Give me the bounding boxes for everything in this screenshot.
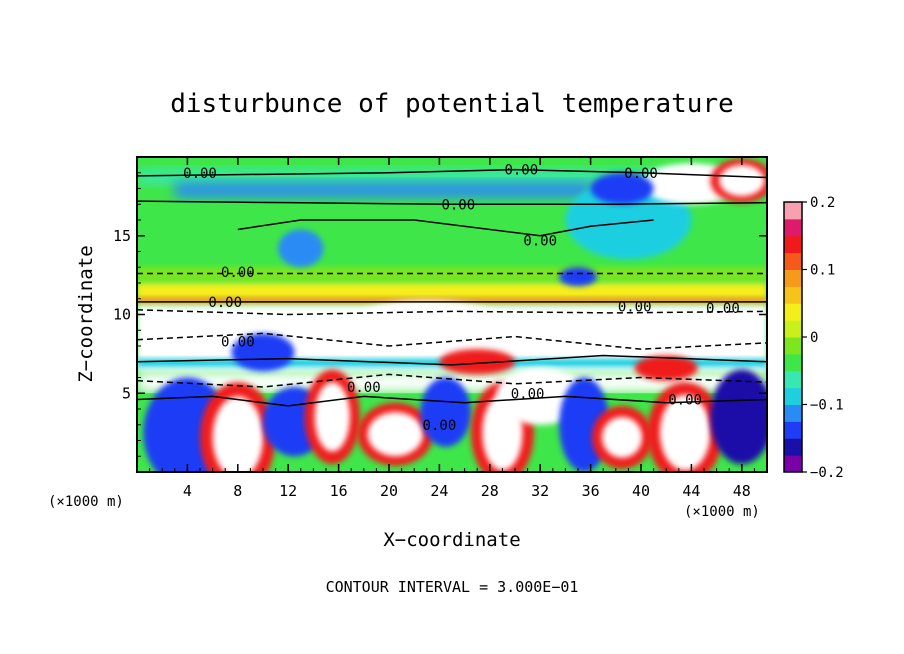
contour-line-7 — [137, 354, 767, 366]
contour-dashed-10 — [137, 309, 767, 316]
colorbar-tick-label: 0.2 — [810, 195, 835, 211]
colorbar-segment — [784, 387, 802, 405]
contour-line-5 — [137, 395, 767, 407]
x-tick-label: 40 — [632, 482, 650, 500]
contour-label: 0.00 — [668, 393, 702, 409]
field-blob — [231, 333, 295, 372]
temperature-field — [137, 157, 767, 472]
colorbar-segment — [784, 421, 802, 439]
colorbar-segment — [784, 269, 802, 287]
z-unit-label-right: (×1000 m) — [684, 504, 760, 520]
colorbar-tick-label: −0.1 — [810, 398, 844, 414]
colorbar-tick-label: −0.2 — [810, 465, 844, 481]
field-blob — [351, 300, 503, 345]
x-tick-label: 20 — [380, 482, 398, 500]
field-blob — [719, 164, 765, 197]
contour-label: 0.00 — [511, 386, 545, 402]
x-tick-label: 8 — [233, 482, 242, 500]
z-tick-label: 15 — [113, 227, 131, 245]
band-upper-blue — [174, 182, 591, 198]
colorbar-segment — [784, 370, 802, 389]
field-blob — [565, 180, 692, 260]
field-blob — [601, 416, 643, 458]
contour-upper-zero — [137, 168, 767, 179]
contour-label: 0.00 — [221, 265, 255, 281]
colorbar-tick-label: 0.1 — [810, 263, 835, 279]
contour-dashed-6 — [137, 373, 767, 388]
colorbar-segment — [784, 218, 802, 237]
contour-label: 0.00 — [221, 334, 255, 350]
z-axis-label: Z−coordinate — [75, 245, 97, 382]
contour-label: 0.00 — [347, 380, 381, 396]
x-tick-label: 32 — [531, 482, 549, 500]
x-tick-label: 48 — [733, 482, 751, 500]
colorbar-segment — [784, 286, 802, 304]
field-blob — [710, 369, 767, 465]
colorbar-segment — [784, 320, 802, 338]
contour-label: 0.00 — [208, 295, 242, 311]
colorbar-segment — [784, 353, 802, 372]
x-axis-label: X−coordinate — [383, 529, 520, 551]
chart-title: disturbunce of potential temperature — [170, 89, 734, 119]
x-tick-label: 36 — [582, 482, 600, 500]
colorbar: 0.2 0.1 0 −0.1 −0.2 — [783, 195, 844, 481]
contour-dashed-8 — [137, 332, 767, 350]
x-tick-label: 12 — [279, 482, 297, 500]
contour-upper-second — [137, 200, 767, 205]
field-blob — [590, 172, 654, 205]
x-tick-label: 44 — [682, 482, 700, 500]
x-unit-label-left: (×1000 m) — [48, 494, 124, 510]
contour-label: 0.00 — [618, 300, 652, 316]
contour-label: 0.00 — [441, 197, 475, 213]
colorbar-segment — [784, 455, 802, 473]
contour-label: 0.00 — [504, 163, 538, 179]
contour-label: 0.00 — [423, 418, 457, 434]
field-blob — [212, 396, 263, 472]
colorbar-segment — [784, 337, 802, 355]
band-orange — [137, 297, 767, 306]
colorbar-segment — [784, 235, 802, 254]
field-blob — [367, 412, 424, 457]
z-tick-label: 10 — [113, 306, 131, 324]
field-blob — [559, 267, 597, 287]
z-axis: 5 10 15 — [113, 172, 767, 457]
x-axis: 4 8 12 16 20 24 28 32 36 40 44 48 — [149, 157, 755, 500]
band-yellow — [137, 283, 767, 301]
contour-lines — [137, 168, 767, 407]
field-blob — [278, 229, 324, 268]
contour-label: 0.00 — [523, 233, 557, 249]
contour-label: 0.00 — [183, 166, 217, 182]
contour-label: 0.00 — [706, 301, 740, 317]
z-tick-label: 5 — [122, 384, 131, 402]
colorbar-segment — [784, 202, 802, 220]
x-tick-label: 24 — [430, 482, 448, 500]
field-blob — [439, 349, 515, 375]
colorbar-segment — [784, 438, 802, 456]
field-blob — [420, 377, 471, 447]
field-blob — [314, 382, 350, 452]
colorbar-segment — [784, 252, 802, 270]
x-tick-label: 16 — [330, 482, 348, 500]
contour-label: 0.00 — [624, 166, 658, 182]
colorbar-segment — [784, 303, 802, 321]
field-blob — [634, 355, 698, 381]
contour-interval-note: CONTOUR INTERVAL = 3.000E−01 — [326, 578, 579, 596]
x-tick-label: 28 — [481, 482, 499, 500]
colorbar-segment — [784, 404, 802, 422]
x-tick-label: 4 — [183, 482, 192, 500]
contour-labels: 0.00 0.00 0.00 0.00 0.00 0.00 0.00 0.00 0.00 0.00… — [183, 163, 740, 434]
colorbar-tick-label: 0 — [810, 330, 818, 346]
contour-mid-zero — [237, 219, 654, 237]
field-blob — [659, 394, 711, 471]
